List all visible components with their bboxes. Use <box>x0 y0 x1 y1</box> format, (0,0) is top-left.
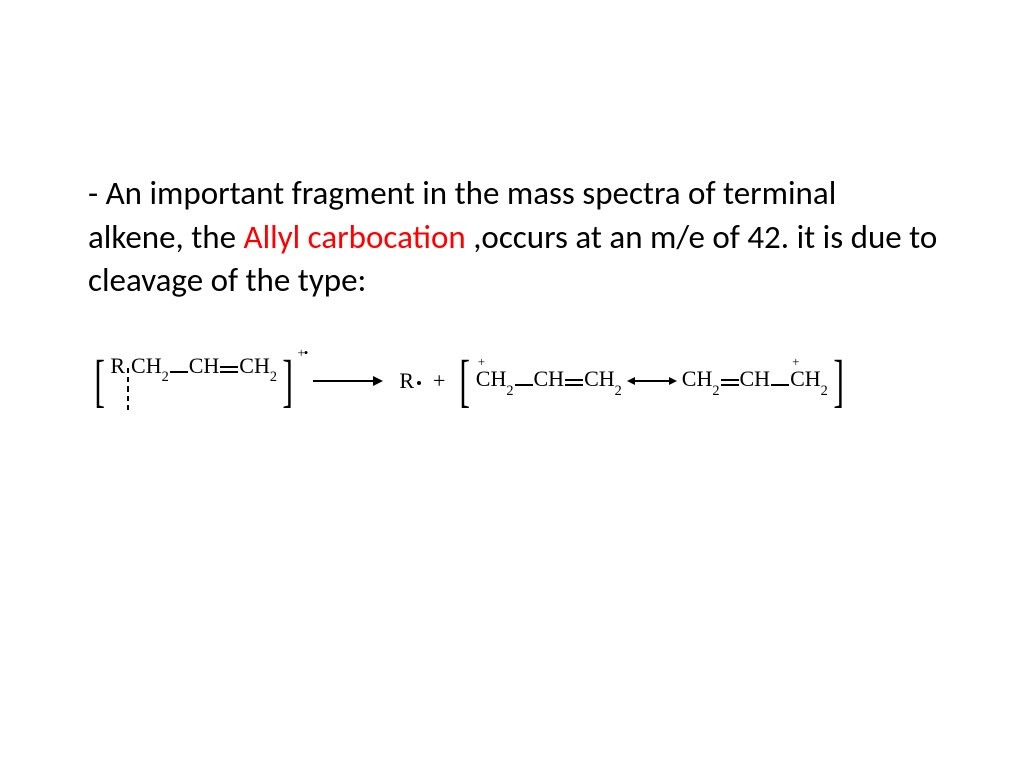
double-bond-icon <box>721 379 739 386</box>
double-bond-icon <box>565 379 583 386</box>
equation-row: [ R CH2 CH CH2 ] +• <box>90 352 950 410</box>
single-bond-icon <box>771 384 789 386</box>
cation-ch2-a: CH2 <box>476 366 514 396</box>
group-ch2-a: CH2 <box>131 353 169 383</box>
reaction-arrow-icon <box>313 376 383 386</box>
body-text: - An important fragment in the mass spec… <box>88 172 938 303</box>
cleavage-bond-icon <box>127 368 129 410</box>
single-bond-icon <box>515 384 533 386</box>
slide: - An important fragment in the mass spec… <box>0 0 1024 768</box>
cation-ch-b: CH <box>534 366 565 392</box>
left-bracket-icon: [ <box>94 352 105 410</box>
single-bond-icon <box>170 371 188 373</box>
resonance-b: CH2 CH CH2 <box>681 366 829 396</box>
plus-sign: + <box>433 368 445 394</box>
group-R: R <box>110 353 125 379</box>
double-bond-icon <box>220 366 238 373</box>
left-bracket-icon: [ <box>460 352 471 410</box>
resonance-a: CH2 CH CH2 <box>475 366 623 396</box>
product-radical: R <box>399 368 423 394</box>
right-bracket-icon: ] <box>833 352 844 410</box>
resonance-arrow-icon <box>627 377 677 385</box>
right-bracket-icon: ] <box>282 352 293 410</box>
text-highlight: Allyl carbocation <box>243 217 465 257</box>
radical-dot-icon <box>417 381 421 385</box>
product-bracket: [ CH2 CH CH2 CH2 CH <box>455 352 848 410</box>
reactant-bracket: [ R CH2 CH CH2 ] +• <box>90 352 297 410</box>
radical-cation-charge: +• <box>297 346 307 359</box>
cation-ch2-c2: CH2 <box>790 366 828 396</box>
cation-ch2-c: CH2 <box>584 366 622 396</box>
reactant-formula: R CH2 CH CH2 <box>109 353 278 410</box>
cation-ch-b2: CH <box>740 366 771 392</box>
group-ch-b: CH <box>189 353 220 379</box>
chemical-equation: [ R CH2 CH CH2 ] +• <box>90 352 950 410</box>
cation-ch2-a2: CH2 <box>682 366 720 396</box>
group-ch2-c: CH2 <box>239 353 277 383</box>
